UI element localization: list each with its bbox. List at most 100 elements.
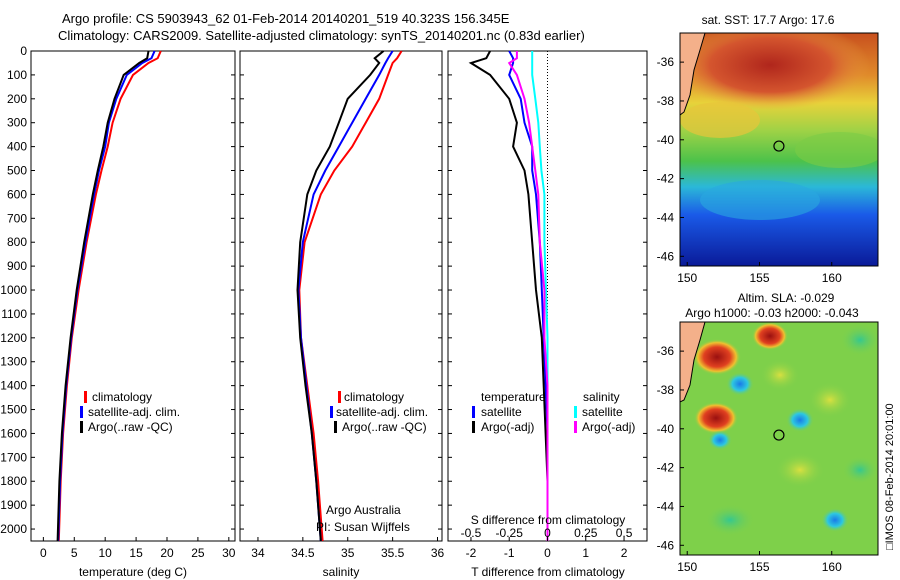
x-tick-label-top: 0.25 [574,526,598,540]
map-y-tick-label: -38 [657,383,675,397]
sla-map-axes: 150 155 160 -36 -38 -40 -42 -44 -46 [657,344,842,574]
depth-tick-label: 1800 [0,474,27,488]
x-tick-label: -2 [466,546,477,560]
depth-tick-label: 600 [7,187,27,201]
legend-swatch-satellite [330,406,333,418]
sla-map-frame [679,321,879,556]
depth-tick-label: 400 [7,140,27,154]
x-tick-label: 35 [341,546,355,560]
difference-x-axis: -2 -1 0 1 2 -0.5 -0.25 0 0.25 0.5 [461,526,633,560]
depth-tick-label: 300 [7,116,27,130]
salinity-x-axis: 34 34.5 35 35.5 36 [251,537,445,560]
map-y-tick-label: -42 [657,172,675,186]
legend-swatch-argo [334,421,337,433]
x-tick-label: 20 [160,546,174,560]
legend-label: climatology [344,390,404,404]
chart-title-line1: Argo profile: CS 5903943_62 01-Feb-2014 … [62,11,510,26]
x-tick-label: 1 [582,546,589,560]
depth-tick-label: 900 [7,259,27,273]
x-tick-label: 35.5 [381,546,405,560]
sst-map-axes: 150 155 160 -36 -38 -40 -42 -44 -46 [657,55,842,285]
salinity-panel [239,50,443,542]
legend-label: satellite [582,405,623,419]
series-line [56,50,150,542]
difference-xlabel: T difference from climatology [471,565,625,579]
map-y-tick-label: -42 [657,461,675,475]
sla-map-title-line1: Altim. SLA: -0.029 [738,291,835,305]
legend-label: satellite-adj. clim. [88,405,180,419]
x-tick-label: 34 [251,546,265,560]
depth-tick-label: 1100 [1,307,27,321]
x-tick-label: 15 [129,546,143,560]
depth-tick-label: 1000 [0,283,27,297]
imos-side-label: □IMOS 08-Feb-2014 20:01:00 [884,403,896,550]
chart-title-line2: Climatology: CARS2009. Satellite-adjuste… [58,28,585,43]
series-line [296,50,385,542]
map-y-tick-label: -36 [657,344,675,358]
legend-label: climatology [92,390,152,404]
legend-label: Argo(-adj) [481,420,534,434]
depth-tick-label: 2000 [0,522,27,536]
map-x-tick-label: 155 [749,271,769,285]
depth-tick-label: 1500 [0,403,27,417]
depth-tick-label: 1300 [0,355,27,369]
map-y-tick-label: -36 [657,55,675,69]
difference-series [468,50,549,541]
x-tick-label-top: 0.5 [616,526,633,540]
temperature-legend: climatology satellite-adj. clim. Argo(..… [80,390,180,434]
x-tick-label: 5 [71,546,78,560]
x-tick-label: 0 [40,546,47,560]
temperature-series [56,50,162,542]
depth-axis: 0 100 200 300 400 500 600 700 800 900 1000 1100 1200… [0,44,647,536]
legend-label: Argo(..raw -QC) [342,420,427,434]
sst-map-title: sat. SST: 17.7 Argo: 17.6 [702,13,835,27]
series-line [507,51,549,541]
salinity-series [296,50,403,542]
depth-tick-label: 1400 [0,379,27,393]
depth-tick-label: 700 [7,211,27,225]
legend-swatch-temp-argo [472,421,475,433]
temperature-x-axis: 0 5 10 15 20 25 30 [40,537,236,560]
sst-map-image [680,33,878,266]
x-tick-label: 2 [621,546,628,560]
annotation-argo-australia: Argo Australia [326,503,401,517]
depth-tick-label: 200 [7,92,27,106]
land-coast [680,33,706,116]
x-tick-label: 30 [222,546,236,560]
annotation-pi: PI: Susan Wijffels [316,520,410,534]
difference-legend: temperature satellite Argo(-adj) salinit… [472,390,635,434]
depth-tick-label: 1900 [0,498,27,512]
sla-map-title-line2: Argo h1000: -0.03 h2000: -0.043 [685,306,859,320]
depth-tick-label: 1600 [0,426,27,440]
legend-swatch-sal-satellite [574,406,577,418]
map-y-tick-label: -40 [657,422,675,436]
map-y-tick-label: -44 [657,210,675,224]
x-tick-label: 0 [544,546,551,560]
series-line [298,50,403,542]
map-x-tick-label: 160 [822,271,842,285]
sla-map-image [680,322,878,555]
map-x-tick-label: 155 [749,560,769,574]
depth-tick-label: 1200 [0,331,27,345]
depth-tick-label: 1700 [0,450,27,464]
x-tick-label-top: -0.5 [461,526,482,540]
legend-swatch-sal-argo [574,421,577,433]
legend-label: satellite [481,405,522,419]
legend-label: satellite-adj. clim. [336,405,428,419]
map-y-tick-label: -44 [657,499,675,513]
sst-map-frame [679,32,879,267]
x-tick-label: 36 [431,546,445,560]
salinity-xlabel: salinity [323,565,360,579]
legend-swatch-satellite [80,406,83,418]
map-y-tick-label: -38 [657,94,675,108]
argo-position-marker [773,429,785,441]
legend-label: Argo(-adj) [582,420,635,434]
x-tick-label: 10 [99,546,113,560]
x-tick-label: 34.5 [291,546,315,560]
map-y-tick-label: -46 [657,538,675,552]
x-tick-label: 25 [191,546,205,560]
map-y-tick-label: -46 [657,249,675,263]
legend-swatch-climatology [84,391,87,403]
difference-xlabel-top: S difference from climatology [471,513,626,527]
